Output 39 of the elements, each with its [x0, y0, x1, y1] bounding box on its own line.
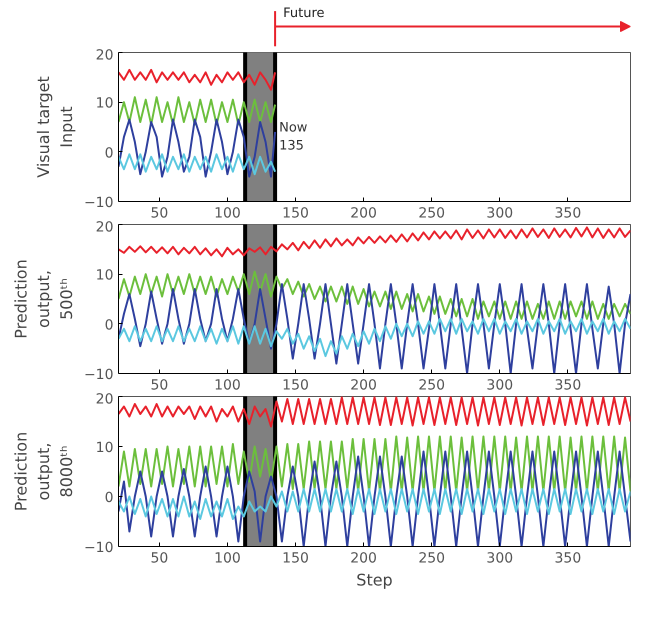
- x-tick-label: 100: [214, 550, 241, 566]
- y-axis-title: Prediction output, 500ᵗʰ: [11, 259, 76, 339]
- x-tick-label: 100: [214, 206, 241, 222]
- x-tick-label: 100: [214, 378, 241, 394]
- x-tick-label: 150: [282, 550, 309, 566]
- x-tick-label: 200: [350, 550, 377, 566]
- x-tick-label: 350: [554, 378, 582, 394]
- x-axis-title: Step: [356, 570, 393, 590]
- y-axis-title: Visual target Input: [34, 76, 76, 178]
- y-tick-label: 0: [104, 145, 114, 162]
- annotation: Now 135: [279, 120, 308, 154]
- x-tick-label: 200: [350, 206, 377, 222]
- x-tick-label: 250: [418, 206, 446, 222]
- x-tick-label: 150: [282, 378, 309, 394]
- x-tick-label: 350: [554, 206, 582, 222]
- x-tick-label: 250: [418, 378, 446, 394]
- y-tick-label: 0: [104, 317, 114, 334]
- x-tick-label: 50: [150, 206, 168, 222]
- x-tick-label: 50: [150, 378, 168, 394]
- x-tick-label: 250: [418, 550, 446, 566]
- x-tick-label: 300: [486, 550, 514, 566]
- x-tick-label: 150: [282, 206, 309, 222]
- x-tick-label: 200: [350, 378, 377, 394]
- x-tick-label: 300: [486, 206, 514, 222]
- y-tick-label: 20: [96, 48, 114, 64]
- y-tick-label: −10: [84, 540, 114, 556]
- y-tick-label: 10: [96, 440, 114, 456]
- x-tick-label: 300: [486, 378, 514, 394]
- x-tick-label: 350: [554, 550, 582, 566]
- y-tick-label: 0: [104, 490, 114, 506]
- text: Future: [283, 6, 324, 22]
- y-tick-label: −10: [84, 195, 114, 211]
- y-tick-label: −10: [84, 367, 114, 383]
- y-tick-label: 20: [96, 220, 114, 236]
- y-tick-label: 10: [96, 96, 114, 112]
- y-tick-label: 10: [96, 268, 114, 284]
- y-tick-label: 20: [96, 392, 114, 408]
- y-axis-title: Prediction output, 8000ᵗʰ: [11, 432, 76, 512]
- x-tick-label: 50: [150, 550, 168, 566]
